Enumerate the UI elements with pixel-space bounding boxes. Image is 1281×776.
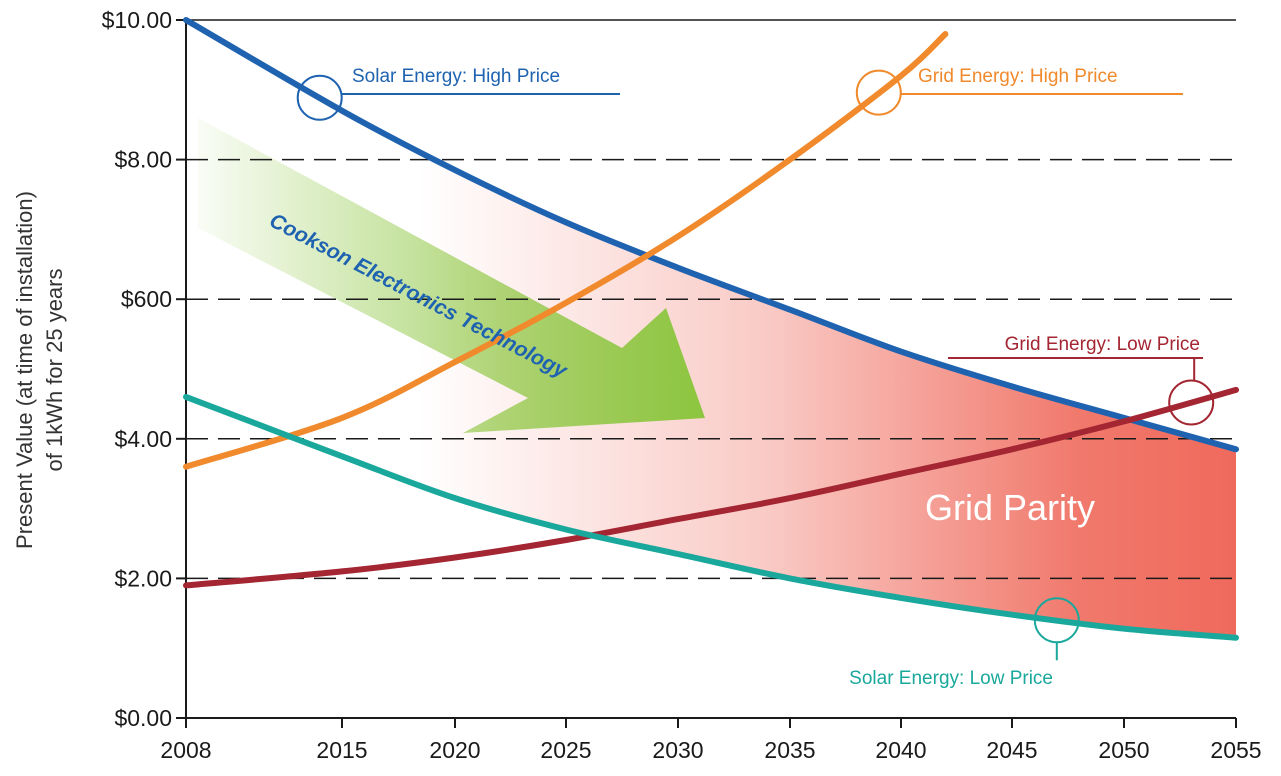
series-line bbox=[183, 386, 1239, 589]
y-tick-label: $4.00 bbox=[114, 426, 172, 452]
grid-parity-label: Grid Parity bbox=[925, 487, 1095, 528]
x-tick-label: 2020 bbox=[429, 737, 480, 763]
series-marker-circle bbox=[1168, 379, 1215, 426]
y-axis-title-line: of 1kWh for 25 years bbox=[42, 269, 67, 472]
series-label: Solar Energy: High Price bbox=[352, 66, 560, 87]
technology-arrow bbox=[198, 118, 705, 433]
series-label: Grid Energy: Low Price bbox=[1005, 334, 1200, 355]
y-tick-label: $0.00 bbox=[114, 705, 172, 731]
x-tick-label: 2015 bbox=[316, 737, 367, 763]
y-tick-label: $600 bbox=[121, 286, 172, 312]
x-tick-label: 2030 bbox=[652, 737, 703, 763]
series-label: Solar Energy: Low Price bbox=[849, 668, 1053, 689]
grid-parity-region bbox=[186, 20, 1236, 638]
x-tick-label: 2008 bbox=[160, 737, 211, 763]
y-tick-label: $8.00 bbox=[114, 147, 172, 173]
x-tick-label: 2040 bbox=[875, 737, 926, 763]
x-tick-label: 2050 bbox=[1098, 737, 1149, 763]
y-tick-label: $2.00 bbox=[114, 565, 172, 591]
x-tick-label: 2025 bbox=[540, 737, 591, 763]
series-line bbox=[183, 17, 1239, 453]
series-label: Grid Energy: High Price bbox=[918, 66, 1118, 87]
x-tick-label: 2035 bbox=[764, 737, 815, 763]
y-tick-label: $10.00 bbox=[102, 7, 172, 33]
series-line bbox=[183, 393, 1239, 641]
y-axis-title-line: Present Value (at time of installation) bbox=[12, 191, 37, 549]
x-tick-label: 2045 bbox=[986, 737, 1037, 763]
x-tick-label: 2055 bbox=[1210, 737, 1261, 763]
series-marker-circle bbox=[296, 74, 343, 121]
series-marker-circle bbox=[855, 69, 902, 116]
